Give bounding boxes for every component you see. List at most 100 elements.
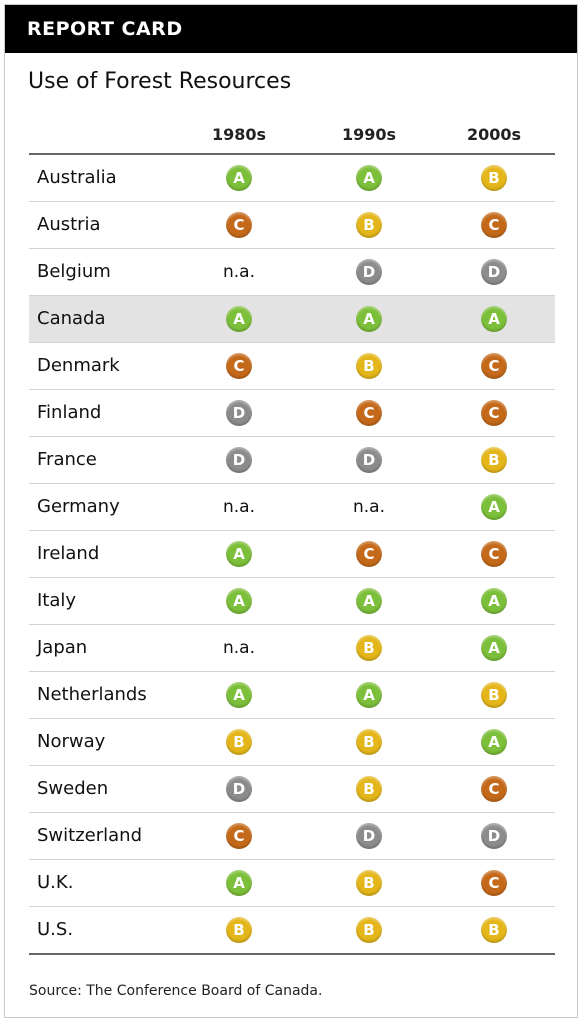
grade-cell: A: [189, 672, 289, 718]
grade-cell: C: [444, 860, 544, 906]
grade-badge-c: C: [356, 400, 382, 426]
table-row: Germany n.a. n.a. A: [29, 484, 555, 531]
grade-cell: A: [189, 531, 289, 577]
column-headers: 1980s 1990s 2000s: [29, 119, 555, 155]
grade-cell: C: [189, 813, 289, 859]
table-row: France D D B: [29, 437, 555, 484]
grade-cell: B: [444, 672, 544, 718]
country-label: Australia: [37, 167, 117, 188]
grade-badge-a: A: [226, 165, 252, 191]
grade-cell: C: [444, 531, 544, 577]
country-label: Austria: [37, 214, 101, 235]
grade-cell: n.a.: [319, 484, 419, 530]
grade-badge-c: C: [481, 212, 507, 238]
table-row: Belgium n.a. D D: [29, 249, 555, 296]
report-card-header: REPORT CARD: [5, 5, 577, 53]
grade-badge-a: A: [226, 870, 252, 896]
table-row: Japan n.a. B A: [29, 625, 555, 672]
grade-badge-a: A: [226, 588, 252, 614]
table-row: Austria C B C: [29, 202, 555, 249]
country-label: Switzerland: [37, 825, 142, 846]
grade-badge-b: B: [356, 212, 382, 238]
grade-cell: B: [444, 907, 544, 953]
grade-badge-c: C: [481, 870, 507, 896]
grade-not-available: n.a.: [223, 638, 255, 658]
grade-cell: D: [444, 813, 544, 859]
grade-badge-d: D: [226, 400, 252, 426]
grade-badge-b: B: [356, 917, 382, 943]
grade-badge-d: D: [481, 259, 507, 285]
grade-badge-a: A: [356, 682, 382, 708]
grade-cell: B: [444, 437, 544, 483]
country-label: Denmark: [37, 355, 120, 376]
grade-badge-d: D: [356, 259, 382, 285]
grade-cell: D: [189, 390, 289, 436]
country-label: Norway: [37, 731, 106, 752]
grade-badge-b: B: [481, 447, 507, 473]
country-label: Ireland: [37, 543, 100, 564]
table-row: Finland D C C: [29, 390, 555, 437]
grade-badge-a: A: [481, 588, 507, 614]
country-label: Japan: [37, 637, 88, 658]
grade-cell: n.a.: [189, 484, 289, 530]
grade-cell: D: [319, 813, 419, 859]
table-row: Italy A A A: [29, 578, 555, 625]
grade-cell: A: [444, 578, 544, 624]
grade-badge-b: B: [481, 165, 507, 191]
table-row: Norway B B A: [29, 719, 555, 766]
grade-cell: D: [319, 437, 419, 483]
grade-badge-b: B: [356, 870, 382, 896]
grade-cell: C: [319, 531, 419, 577]
grade-cell: D: [319, 249, 419, 295]
grade-badge-a: A: [226, 541, 252, 567]
grade-cell: D: [189, 437, 289, 483]
table-body: Australia A A B Austria C B C Belgium n.a. D D Canad…: [29, 155, 555, 955]
grade-cell: B: [319, 343, 419, 389]
column-header-2000s: 2000s: [466, 125, 522, 144]
grade-badge-c: C: [226, 353, 252, 379]
grade-badge-c: C: [481, 353, 507, 379]
grade-badge-d: D: [481, 823, 507, 849]
grade-cell: B: [319, 202, 419, 248]
country-label: U.S.: [37, 919, 74, 940]
grade-cell: D: [444, 249, 544, 295]
grade-badge-c: C: [481, 400, 507, 426]
grade-badge-b: B: [226, 729, 252, 755]
country-label: Germany: [37, 496, 120, 517]
grade-cell: A: [444, 719, 544, 765]
grade-badge-a: A: [481, 729, 507, 755]
grade-badge-d: D: [226, 447, 252, 473]
grade-not-available: n.a.: [223, 497, 255, 517]
country-label: Finland: [37, 402, 102, 423]
grade-badge-a: A: [226, 306, 252, 332]
grade-badge-d: D: [356, 447, 382, 473]
chart-title: Use of Forest Resources: [28, 69, 292, 94]
grade-cell: C: [444, 390, 544, 436]
grade-badge-d: D: [356, 823, 382, 849]
grade-badge-c: C: [356, 541, 382, 567]
report-card: REPORT CARD Use of Forest Resources 1980…: [4, 4, 578, 1018]
country-label: France: [37, 449, 97, 470]
grade-cell: A: [319, 296, 419, 342]
table-row: U.K. A B C: [29, 860, 555, 907]
grade-cell: A: [189, 296, 289, 342]
source-note: Source: The Conference Board of Canada.: [29, 983, 323, 999]
grade-badge-b: B: [356, 353, 382, 379]
table-row: Australia A A B: [29, 155, 555, 202]
grade-cell: C: [444, 766, 544, 812]
grade-cell: A: [189, 578, 289, 624]
grade-badge-a: A: [481, 306, 507, 332]
country-label: U.K.: [37, 872, 74, 893]
grades-table: 1980s 1990s 2000s Australia A A B Austria C B C Be…: [29, 119, 555, 955]
table-row: Switzerland C D D: [29, 813, 555, 860]
grade-cell: n.a.: [189, 625, 289, 671]
country-label: Netherlands: [37, 684, 147, 705]
table-row: Sweden D B C: [29, 766, 555, 813]
table-row: U.S. B B B: [29, 907, 555, 955]
grade-cell: A: [444, 296, 544, 342]
grade-cell: A: [189, 155, 289, 201]
grade-cell: n.a.: [189, 249, 289, 295]
grade-cell: A: [444, 484, 544, 530]
grade-cell: C: [189, 343, 289, 389]
grade-cell: A: [189, 860, 289, 906]
